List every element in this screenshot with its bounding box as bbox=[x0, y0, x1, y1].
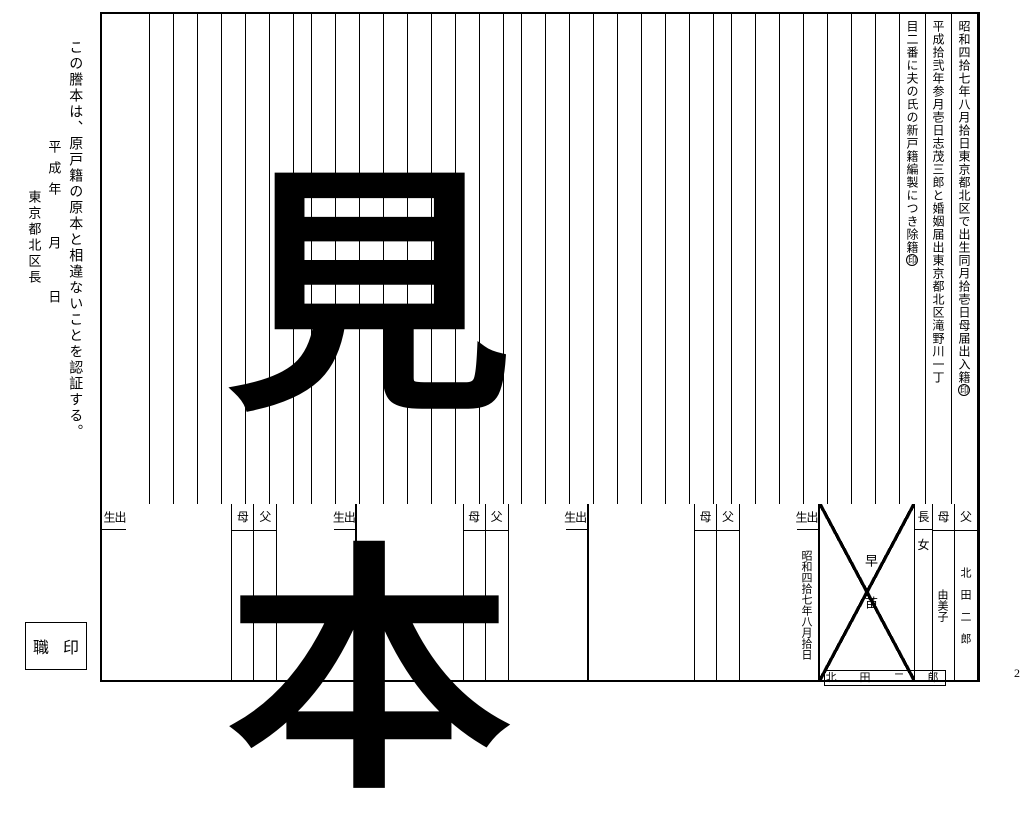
seal-right: 印 bbox=[63, 634, 79, 658]
mother-name: 由美子 bbox=[933, 531, 954, 680]
relation-value: 女 bbox=[915, 530, 932, 680]
entry-line-2: 平成拾弐年参月壱日志茂三郎と婚姻届出東京都北区滝野川一丁 bbox=[926, 14, 951, 390]
birth-label: 出生 bbox=[797, 504, 818, 530]
certification-panel: この謄本は︑原戸籍の原本と相違ないことを認証する︒ 平成年 月 日 東京都北区長… bbox=[20, 20, 85, 690]
birth-date: 昭和四拾七年八月拾日 bbox=[797, 530, 818, 680]
issuer: 東京都北区長 bbox=[22, 190, 45, 286]
seal-box: 職 印 bbox=[25, 622, 87, 670]
person-details: 父 北 田 二 郎 母 由美子 長 女 早 苗 出生 昭和四拾七年八月拾日 父 … bbox=[102, 504, 978, 680]
relation-label: 長 bbox=[915, 504, 932, 530]
entry-line-1: 昭和四拾七年八月拾日東京都北区で出生同月拾壱日母届出入籍印 bbox=[952, 14, 977, 402]
koseki-form: 昭和四拾七年八月拾日東京都北区で出生同月拾壱日母届出入籍印 平成拾弐年参月壱日志… bbox=[100, 12, 980, 682]
father-label: 父 bbox=[955, 504, 977, 531]
given-name: 早 苗 bbox=[820, 504, 914, 680]
entry-line-3: 目二番に夫の氏の新戸籍編製につき除籍印 bbox=[900, 14, 925, 272]
page-number: 2 bbox=[1014, 666, 1020, 681]
cert-date: 平成年 月 日 bbox=[42, 140, 65, 317]
cert-statement: この謄本は︑原戸籍の原本と相違ないことを認証する︒ bbox=[62, 40, 87, 440]
father-name: 北 田 二 郎 bbox=[955, 531, 977, 680]
mother-label: 母 bbox=[933, 504, 954, 531]
seal-left: 職 bbox=[33, 634, 49, 658]
entry-columns: 昭和四拾七年八月拾日東京都北区で出生同月拾壱日母届出入籍印 平成拾弐年参月壱日志… bbox=[102, 14, 978, 504]
